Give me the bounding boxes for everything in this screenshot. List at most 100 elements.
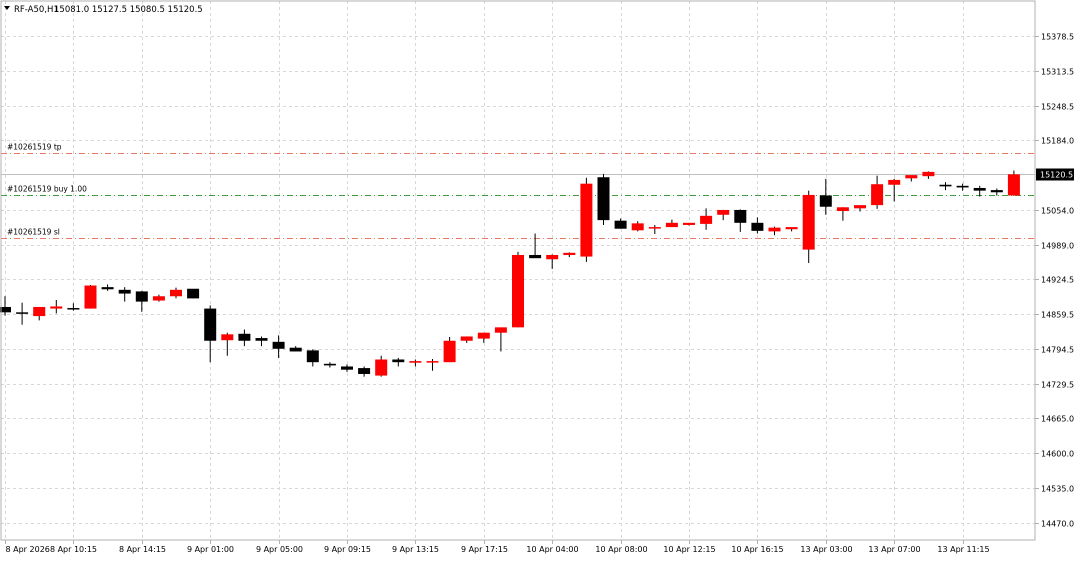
candle <box>460 336 473 343</box>
candle-body-bear <box>819 195 832 207</box>
candle <box>665 219 678 228</box>
price-tick-label: 14794.5 <box>1041 346 1074 355</box>
candle <box>563 252 576 258</box>
candle <box>170 287 182 299</box>
time-tick-label: 10 Apr 08:00 <box>595 545 647 554</box>
candle <box>683 222 695 226</box>
candle <box>101 284 114 291</box>
candle-body-bull <box>854 205 866 209</box>
price-tick-label: 14470.0 <box>1041 520 1074 529</box>
candle-body-bear <box>734 209 747 223</box>
price-tick-label: 14729.5 <box>1041 381 1074 390</box>
candle <box>392 357 405 367</box>
candle <box>939 182 952 191</box>
order-line-label: #10261519 sl <box>7 228 60 237</box>
candle-body-bear <box>751 222 764 231</box>
candle-body-bull <box>546 254 559 260</box>
candle <box>67 303 80 311</box>
candle <box>990 188 1003 196</box>
candle <box>512 251 524 328</box>
candle-body-bear <box>187 288 200 299</box>
candle-body-bear <box>289 347 302 352</box>
price-tick-label: 15378.5 <box>1041 33 1074 42</box>
chevron-down-icon[interactable] <box>4 6 10 10</box>
candle-body-bear <box>973 187 986 191</box>
candle-body-bull <box>375 359 388 376</box>
candle <box>768 226 781 236</box>
price-tick-label: 14924.5 <box>1041 276 1074 285</box>
candle <box>341 364 353 372</box>
candle-body-bear <box>135 291 148 302</box>
candle <box>306 349 319 367</box>
candle <box>409 359 422 367</box>
candle <box>546 254 559 269</box>
time-tick-label: 10 Apr 04:00 <box>526 545 578 554</box>
time-tick-label: 13 Apr 03:00 <box>800 545 852 554</box>
price-axis[interactable]: 15378.5 15313.5 15248.5 15184.0 15054.0 14989… <box>1035 33 1074 529</box>
candle <box>426 358 439 371</box>
candle <box>375 355 388 377</box>
candle-body-bull <box>1007 174 1020 196</box>
candle <box>700 208 713 230</box>
order-line-label: #10261519 buy 1.00 <box>7 185 87 194</box>
candle <box>0 296 11 316</box>
candle <box>597 174 610 225</box>
candle-body-bull <box>717 209 730 215</box>
candle <box>631 221 644 232</box>
candle-body-bull <box>922 171 935 177</box>
candle-body-bear <box>529 254 542 259</box>
time-tick-label: 13 Apr 11:15 <box>937 545 989 554</box>
time-tick-label: 9 Apr 17:15 <box>461 545 508 554</box>
candle-body-bear <box>118 289 131 294</box>
candle-body-bear <box>990 190 1003 193</box>
candle <box>323 362 336 368</box>
time-tick-label: 9 Apr 01:00 <box>187 545 234 554</box>
candle <box>16 302 29 325</box>
candle-body-bear <box>597 177 610 221</box>
candle-body-bear <box>358 368 371 374</box>
candle <box>973 185 986 197</box>
order-lines: #10261519 tp #10261519 buy 1.00 #10261519 … <box>1 143 1035 239</box>
candle <box>187 288 200 299</box>
time-tick-label: 9 Apr 05:00 <box>256 545 303 554</box>
time-axis[interactable]: 8 Apr 2026 8 Apr 10:15 8 Apr 14:15 9 Apr 01… <box>5 540 990 554</box>
candle <box>717 209 730 221</box>
candle <box>33 306 46 321</box>
candle-body-bear <box>204 308 217 341</box>
candle-body-bear <box>67 308 80 310</box>
candle <box>84 284 97 309</box>
candle <box>50 300 63 314</box>
candle <box>905 175 918 182</box>
time-tick-label: 10 Apr 16:15 <box>731 545 783 554</box>
candle-body-bull <box>170 289 182 297</box>
candle-body-bull <box>785 227 798 230</box>
order-line-label: #10261519 tp <box>7 143 62 152</box>
candle-body-bear <box>956 185 969 188</box>
candle <box>819 178 832 215</box>
candle <box>785 227 798 232</box>
candle <box>614 218 627 229</box>
candle-body-bear <box>614 220 627 229</box>
candle <box>221 332 234 356</box>
candle-body-bull <box>50 306 63 309</box>
candle <box>648 224 661 235</box>
candle-body-bear <box>341 366 353 370</box>
candle-body-bear <box>0 306 11 313</box>
candle-body-bull <box>905 175 918 179</box>
candle-body-bull <box>631 223 644 231</box>
current-price-box <box>1036 168 1074 181</box>
candle-body-bull <box>426 361 439 363</box>
candle-body-bull <box>221 334 234 341</box>
candle-body-bull <box>871 184 884 206</box>
price-tick-label: 14989.0 <box>1041 242 1074 251</box>
candle-body-bull <box>512 254 524 328</box>
price-tick-label: 15313.5 <box>1041 68 1074 77</box>
candle <box>152 294 165 302</box>
price-tick-label: 14600.0 <box>1041 450 1074 459</box>
candles <box>0 170 1020 377</box>
candle-body-bull <box>580 183 593 257</box>
price-tick-label: 14665.0 <box>1041 415 1074 424</box>
candle-body-bear <box>306 350 319 363</box>
